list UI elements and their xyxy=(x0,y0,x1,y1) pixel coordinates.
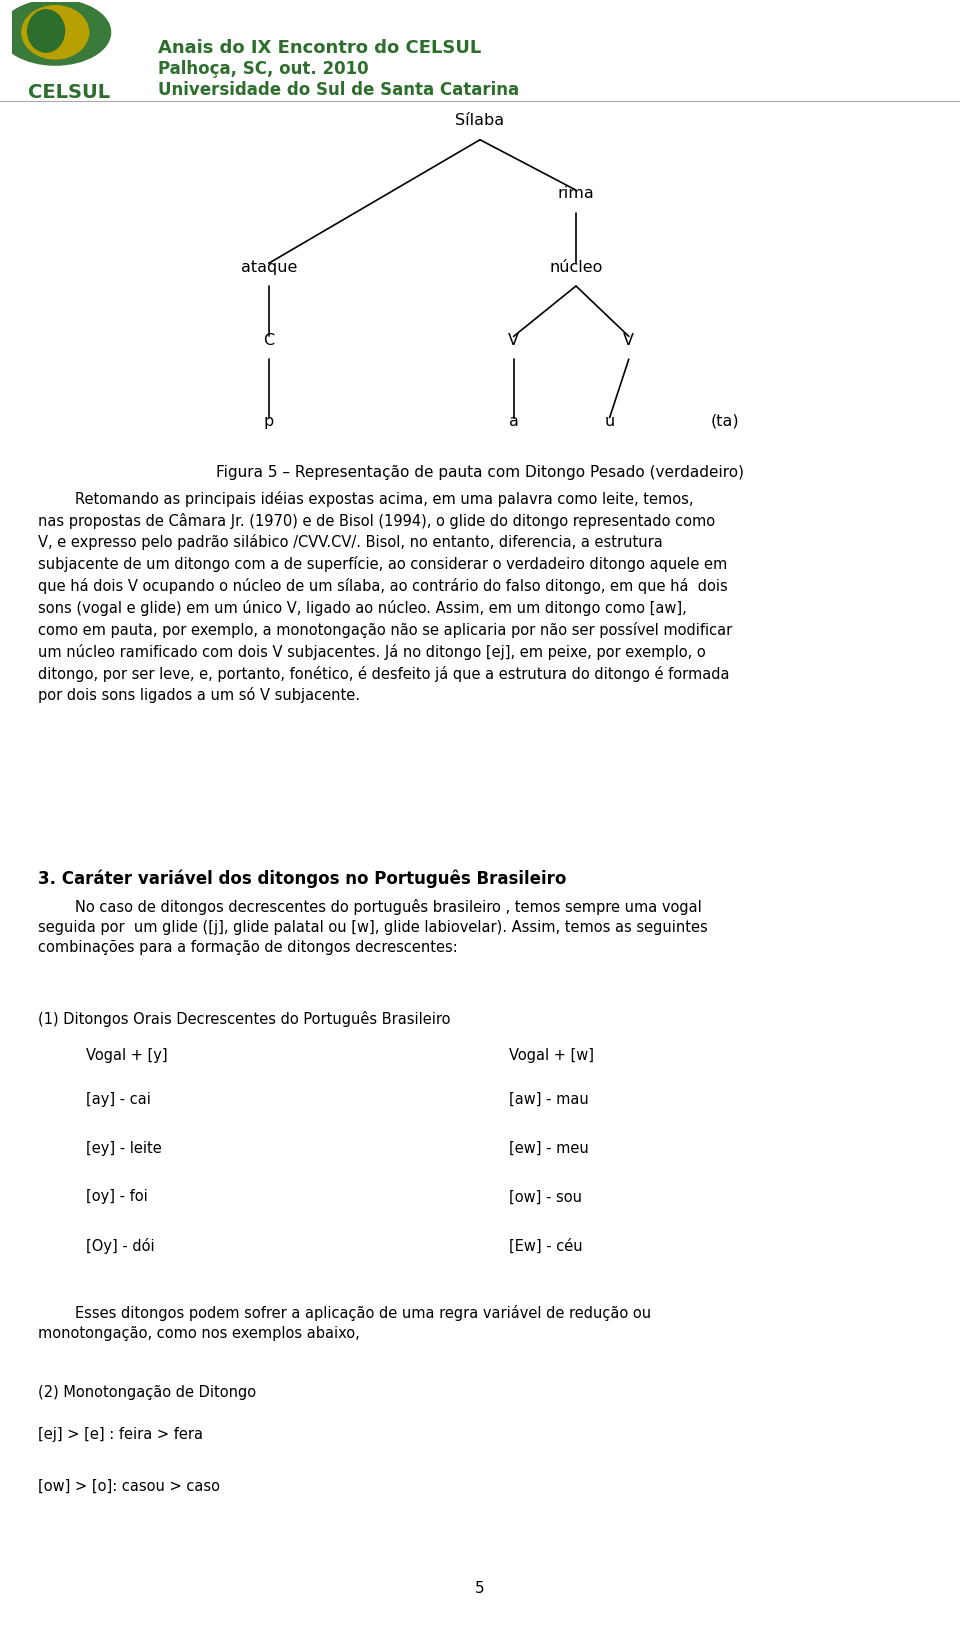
Text: u: u xyxy=(605,414,614,429)
Text: (1) Ditongos Orais Decrescentes do Português Brasileiro: (1) Ditongos Orais Decrescentes do Portu… xyxy=(38,1011,451,1027)
Text: [ow] > [o]: casou > caso: [ow] > [o]: casou > caso xyxy=(38,1479,221,1493)
Text: núcleo: núcleo xyxy=(549,260,603,275)
Text: Esses ditongos podem sofrer a aplicação de uma regra variável de redução ou
mono: Esses ditongos podem sofrer a aplicação … xyxy=(38,1305,652,1341)
Text: [aw] - mau: [aw] - mau xyxy=(509,1092,588,1107)
Text: V: V xyxy=(623,333,635,348)
Text: [Oy] - dói: [Oy] - dói xyxy=(86,1238,155,1254)
Text: C: C xyxy=(263,333,275,348)
Text: p: p xyxy=(264,414,274,429)
Ellipse shape xyxy=(28,10,64,52)
Text: (ta): (ta) xyxy=(710,414,739,429)
Text: 5: 5 xyxy=(475,1581,485,1596)
Text: V: V xyxy=(508,333,519,348)
Text: CELSUL: CELSUL xyxy=(28,83,110,102)
Text: [oy] - foi: [oy] - foi xyxy=(86,1190,148,1204)
Text: ataque: ataque xyxy=(241,260,297,275)
Circle shape xyxy=(0,0,110,65)
Text: [ej] > [e] : feira > fera: [ej] > [e] : feira > fera xyxy=(38,1427,204,1441)
Text: [ey] - leite: [ey] - leite xyxy=(86,1141,162,1155)
Text: rima: rima xyxy=(558,187,594,202)
Text: Figura 5 – Representação de pauta com Ditongo Pesado (verdadeiro): Figura 5 – Representação de pauta com Di… xyxy=(216,465,744,479)
Text: (2) Monotongação de Ditongo: (2) Monotongação de Ditongo xyxy=(38,1384,256,1399)
Text: 3. Caráter variável dos ditongos no Português Brasileiro: 3. Caráter variável dos ditongos no Port… xyxy=(38,869,566,887)
Text: Retomando as principais idéias expostas acima, em uma palavra como leite, temos,: Retomando as principais idéias expostas … xyxy=(38,491,732,704)
Text: Universidade do Sul de Santa Catarina: Universidade do Sul de Santa Catarina xyxy=(158,81,519,99)
Text: [Ew] - céu: [Ew] - céu xyxy=(509,1238,583,1253)
Text: Sílaba: Sílaba xyxy=(455,114,505,128)
Text: Vogal + [w]: Vogal + [w] xyxy=(509,1048,594,1063)
Text: [ew] - meu: [ew] - meu xyxy=(509,1141,588,1155)
Text: [ay] - cai: [ay] - cai xyxy=(86,1092,152,1107)
Text: Vogal + [y]: Vogal + [y] xyxy=(86,1048,168,1063)
Text: No caso de ditongos decrescentes do português brasileiro , temos sempre uma voga: No caso de ditongos decrescentes do port… xyxy=(38,899,708,956)
Text: [ow] - sou: [ow] - sou xyxy=(509,1190,582,1204)
Text: Palhoça, SC, out. 2010: Palhoça, SC, out. 2010 xyxy=(158,60,369,78)
Text: Anais do IX Encontro do CELSUL: Anais do IX Encontro do CELSUL xyxy=(158,39,482,57)
Ellipse shape xyxy=(22,6,88,58)
Text: a: a xyxy=(509,414,518,429)
